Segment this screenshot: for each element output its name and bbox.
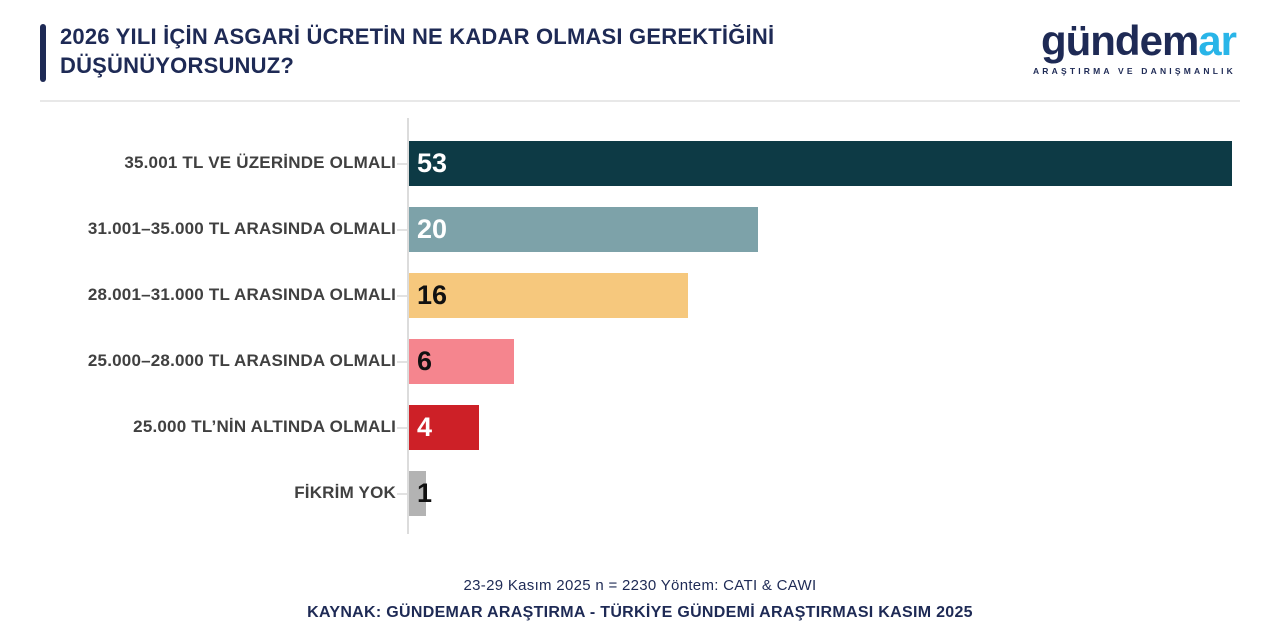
chart-row: 31.001–35.000 TL ARASINDA OLMALI 20 (40, 196, 1240, 262)
bar: 20 (409, 206, 758, 252)
bar-value: 16 (417, 279, 448, 310)
row-label: 35.001 TL VE ÜZERİNDE OLMALI (124, 153, 396, 172)
bar: 1 (409, 470, 432, 516)
header-divider (40, 100, 1240, 102)
title-accent-bar (40, 24, 46, 82)
page-title: 2026 YILI İÇİN ASGARİ ÜCRETİN NE KADAR O… (60, 24, 775, 79)
company-logo: gündemar ARAŞTIRMA VE DANIŞMANLIK (1032, 17, 1237, 77)
bar: 53 (409, 140, 1232, 186)
bar-value: 4 (417, 411, 433, 442)
source-note: KAYNAK: GÜNDEMAR ARAŞTIRMA - TÜRKİYE GÜN… (307, 604, 973, 621)
logo-wordmark: gündemar (1033, 17, 1237, 64)
bar: 16 (409, 272, 689, 318)
bar-area: 1 (397, 470, 1240, 516)
row-label: FİKRİM YOK (294, 483, 396, 502)
logo-wordmark-primary: gündem (1040, 17, 1199, 64)
chart-row: 35.001 TL VE ÜZERİNDE OLMALI 53 (40, 130, 1240, 196)
footer: 23-29 Kasım 2025 n = 2230 Yöntem: CATI &… (0, 577, 1280, 622)
chart-row: 25.000 TL’NİN ALTINDA OLMALI 4 (40, 394, 1240, 460)
logo-wordmark-accent: ar (1198, 17, 1237, 64)
bar-area: 20 (397, 206, 1240, 252)
row-label: 31.001–35.000 TL ARASINDA OLMALI (87, 219, 396, 238)
row-label: 25.000 TL’NİN ALTINDA OLMALI (133, 417, 396, 436)
row-label: 25.000–28.000 TL ARASINDA OLMALI (87, 351, 396, 370)
bar-chart: 35.001 TL VE ÜZERİNDE OLMALI 53 31.001–3… (40, 118, 1240, 534)
header: 2026 YILI İÇİN ASGARİ ÜCRETİN NE KADAR O… (0, 0, 1280, 100)
title-block: 2026 YILI İÇİN ASGARİ ÜCRETİN NE KADAR O… (40, 22, 870, 82)
methodology-note: 23-29 Kasım 2025 n = 2230 Yöntem: CATI &… (463, 577, 817, 594)
bar-value: 53 (417, 147, 448, 178)
bar-area: 4 (397, 404, 1240, 450)
bar-value: 20 (417, 213, 448, 244)
bar-area: 53 (397, 140, 1240, 186)
chart-row: 28.001–31.000 TL ARASINDA OLMALI 16 (40, 262, 1240, 328)
axis-line (407, 118, 409, 534)
bar: 6 (409, 338, 514, 384)
bar-value: 6 (417, 345, 433, 376)
row-label: 28.001–31.000 TL ARASINDA OLMALI (87, 285, 396, 304)
bar: 4 (409, 404, 479, 450)
bar-area: 6 (397, 338, 1240, 384)
bar-value: 1 (417, 477, 433, 508)
chart-row: 25.000–28.000 TL ARASINDA OLMALI 6 (40, 328, 1240, 394)
logo-tagline: ARAŞTIRMA VE DANIŞMANLIK (1032, 66, 1236, 76)
chart-row: FİKRİM YOK 1 (40, 460, 1240, 526)
bar-area: 16 (397, 272, 1240, 318)
